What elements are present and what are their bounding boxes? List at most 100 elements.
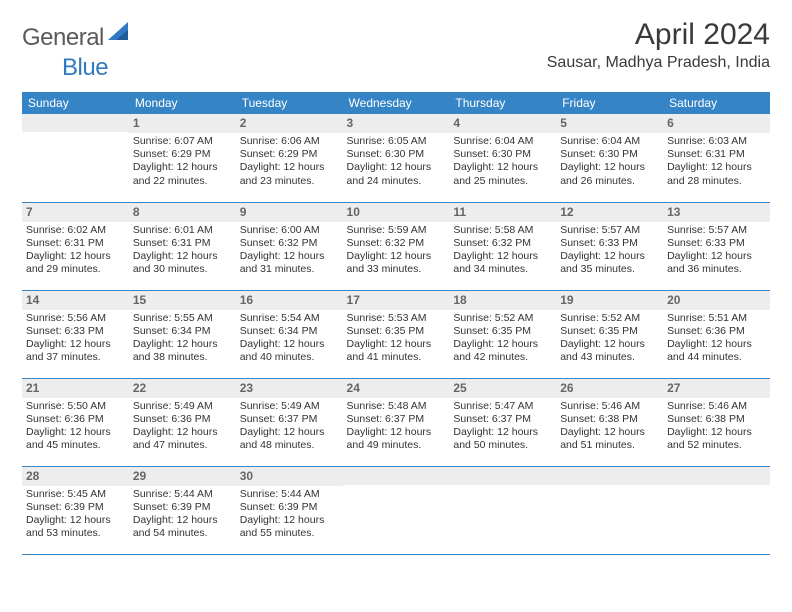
sunrise-text: Sunrise: 5:47 AM — [453, 400, 552, 413]
sunset-text: Sunset: 6:36 PM — [667, 325, 766, 338]
day-cell: 19Sunrise: 5:52 AMSunset: 6:35 PMDayligh… — [556, 290, 663, 378]
calendar-table: Sunday Monday Tuesday Wednesday Thursday… — [22, 92, 770, 555]
sunset-text: Sunset: 6:33 PM — [26, 325, 125, 338]
daylight-text: Daylight: 12 hours and 49 minutes. — [347, 426, 446, 452]
page-title: April 2024 — [547, 18, 770, 52]
sunrise-text: Sunrise: 6:02 AM — [26, 224, 125, 237]
day-number: 25 — [453, 381, 466, 395]
sunrise-text: Sunrise: 6:05 AM — [347, 135, 446, 148]
day-cell: 3Sunrise: 6:05 AMSunset: 6:30 PMDaylight… — [343, 114, 450, 202]
day-number: 13 — [667, 205, 680, 219]
day-number: 28 — [26, 469, 39, 483]
day-number: 12 — [560, 205, 573, 219]
sunset-text: Sunset: 6:30 PM — [453, 148, 552, 161]
day-cell — [22, 114, 129, 202]
day-number: 3 — [347, 116, 354, 130]
sunset-text: Sunset: 6:34 PM — [133, 325, 232, 338]
week-row: 21 Sunrise: 5:50 AMSunset: 6:36 PM Dayligh… — [22, 378, 770, 466]
daynum-row: 8 — [129, 203, 236, 222]
day-cell: 14Sunrise: 5:56 AMSunset: 6:33 PMDayligh… — [22, 290, 129, 378]
logo-text-general: General — [22, 24, 104, 52]
sunset-text: Sunset: 6:37 PM — [347, 413, 446, 426]
sunset-text: Sunset: 6:35 PM — [347, 325, 446, 338]
logo-sail-icon — [108, 20, 134, 47]
day-cell: 8Sunrise: 6:01 AMSunset: 6:31 PMDaylight… — [129, 202, 236, 290]
day-cell: 17Sunrise: 5:53 AMSunset: 6:35 PMDayligh… — [343, 290, 450, 378]
sunset-text: Sunset: 6:31 PM — [667, 148, 766, 161]
day-cell: 7Sunrise: 6:02 AMSunset: 6:31 PMDaylight… — [22, 202, 129, 290]
daylight-text: Daylight: 12 hours and 42 minutes. — [453, 338, 552, 364]
day-number: 23 — [240, 381, 253, 395]
sunset-text: Sunset: 6:38 PM — [667, 413, 766, 426]
daylight-text: Daylight: 12 hours and 33 minutes. — [347, 250, 446, 276]
sunrise-text: Sunrise: 5:56 AM — [26, 312, 125, 325]
daylight-text: Daylight: 12 hours and 36 minutes. — [667, 250, 766, 276]
sunrise-text: Sunrise: 5:52 AM — [453, 312, 552, 325]
sunset-text: Sunset: 6:33 PM — [560, 237, 659, 250]
daylight-text: Daylight: 12 hours and 38 minutes. — [133, 338, 232, 364]
daynum-row: 4 — [449, 114, 556, 133]
daylight-text: Daylight: 12 hours and 31 minutes. — [240, 250, 339, 276]
day-number: 11 — [453, 205, 466, 219]
daynum-row: 7 — [22, 203, 129, 222]
day-header: Sunday — [22, 92, 129, 114]
sunrise-text: Sunrise: 6:00 AM — [240, 224, 339, 237]
daynum-row: 29 — [129, 467, 236, 486]
sunrise-text: Sunrise: 5:46 AM — [560, 400, 659, 413]
sunset-text: Sunset: 6:38 PM — [560, 413, 659, 426]
daynum-row: 17 — [343, 291, 450, 310]
day-number: 6 — [667, 116, 674, 130]
page-subtitle: Sausar, Madhya Pradesh, India — [547, 54, 770, 72]
day-cell: 10Sunrise: 5:59 AMSunset: 6:32 PMDayligh… — [343, 202, 450, 290]
day-cell: 29Sunrise: 5:44 AMSunset: 6:39 PMDayligh… — [129, 466, 236, 554]
day-number: 8 — [133, 205, 140, 219]
sunrise-text: Sunrise: 5:46 AM — [667, 400, 766, 413]
day-header-row: Sunday Monday Tuesday Wednesday Thursday… — [22, 92, 770, 114]
day-number: 17 — [347, 293, 360, 307]
sunrise-text: Sunrise: 6:06 AM — [240, 135, 339, 148]
day-number: 16 — [240, 293, 253, 307]
sunset-text: Sunset: 6:36 PM — [26, 413, 125, 426]
daynum-row-empty — [343, 467, 450, 485]
sunset-text: Sunset: 6:32 PM — [240, 237, 339, 250]
daynum-row: 24 — [343, 379, 450, 398]
daynum-row: 23 — [236, 379, 343, 398]
day-cell — [343, 466, 450, 554]
sunrise-text: Sunrise: 5:49 AM — [240, 400, 339, 413]
day-number: 10 — [347, 205, 360, 219]
daylight-text: Daylight: 12 hours and 54 minutes. — [133, 514, 232, 540]
day-cell: 9Sunrise: 6:00 AMSunset: 6:32 PMDaylight… — [236, 202, 343, 290]
daynum-row: 22 — [129, 379, 236, 398]
day-cell — [556, 466, 663, 554]
day-cell: 21Sunrise: 5:50 AMSunset: 6:36 PMDayligh… — [22, 378, 129, 466]
daynum-row: 12 — [556, 203, 663, 222]
sunrise-text: Sunrise: 5:48 AM — [347, 400, 446, 413]
calendar-page: General April 2024 Sausar, Madhya Prades… — [0, 0, 792, 565]
sunset-text: Sunset: 6:31 PM — [133, 237, 232, 250]
day-number: 20 — [667, 293, 680, 307]
sunrise-text: Sunrise: 6:03 AM — [667, 135, 766, 148]
sunrise-text: Sunrise: 5:50 AM — [26, 400, 125, 413]
daynum-row: 18 — [449, 291, 556, 310]
sunset-text: Sunset: 6:34 PM — [240, 325, 339, 338]
daynum-row: 15 — [129, 291, 236, 310]
day-number: 22 — [133, 381, 146, 395]
day-cell: 2Sunrise: 6:06 AMSunset: 6:29 PMDaylight… — [236, 114, 343, 202]
sunrise-text: Sunrise: 5:55 AM — [133, 312, 232, 325]
daynum-row: 16 — [236, 291, 343, 310]
day-cell: 23Sunrise: 5:49 AMSunset: 6:37 PMDayligh… — [236, 378, 343, 466]
day-number: 27 — [667, 381, 680, 395]
day-cell: 27 Sunrise: 5:46 AMSunset: 6:38 PMDayligh… — [663, 378, 770, 466]
week-row: 7 Sunrise: 6:02 AM Sunset: 6:31 PM Daylight… — [22, 202, 770, 290]
sunrise-text: Sunrise: 5:57 AM — [560, 224, 659, 237]
day-cell: 24 Sunrise: 5:48 AMSunset: 6:37 PMDayligh… — [343, 378, 450, 466]
daylight-text: Daylight: 12 hours and 52 minutes. — [667, 426, 766, 452]
daynum-row: 21 — [22, 379, 129, 398]
sunrise-text: Sunrise: 5:51 AM — [667, 312, 766, 325]
day-number: 1 — [133, 116, 140, 130]
daylight-text: Daylight: 12 hours and 40 minutes. — [240, 338, 339, 364]
day-number: 5 — [560, 116, 567, 130]
daynum-row: 19 — [556, 291, 663, 310]
day-cell: 28Sunrise: 5:45 AMSunset: 6:39 PMDayligh… — [22, 466, 129, 554]
daynum-row: 13 — [663, 203, 770, 222]
